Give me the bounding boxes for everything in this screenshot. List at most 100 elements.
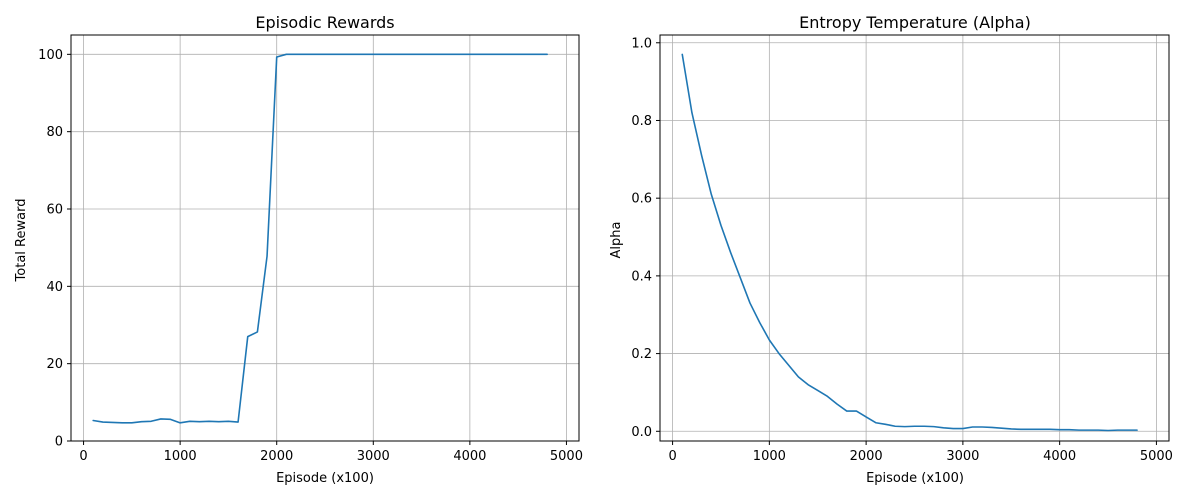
alpha-data-point — [798, 376, 800, 378]
alpha-data-point — [1136, 429, 1138, 431]
rewards-data-point — [363, 54, 365, 56]
alpha-data-point — [691, 112, 693, 114]
alpha-data-point — [769, 339, 771, 341]
rewards-data-point — [160, 418, 162, 420]
rewards-data-point — [382, 54, 384, 56]
alpha-data-point — [981, 426, 983, 428]
rewards-y-tick-label: 20 — [46, 357, 63, 372]
rewards-data-point — [401, 54, 403, 56]
rewards-data-point — [102, 421, 104, 423]
rewards-data-point — [295, 54, 297, 56]
alpha-data-point — [904, 426, 906, 428]
alpha-data-point — [875, 422, 877, 424]
alpha-x-ticks: 0 1000 2000 3000 4000 5000 — [668, 441, 1173, 464]
alpha-data-point — [740, 277, 742, 279]
alpha-data-point — [701, 155, 703, 157]
rewards-data-point — [392, 54, 394, 56]
alpha-data-point — [836, 403, 838, 405]
rewards-data-point — [315, 54, 317, 56]
alpha-data-point — [778, 353, 780, 355]
rewards-data-point — [170, 419, 172, 421]
alpha-data-point — [1059, 429, 1061, 431]
alpha-data-point — [962, 428, 964, 430]
alpha-y-axis-label: Alpha — [609, 222, 624, 259]
alpha-data-point — [885, 423, 887, 425]
rewards-chart-title: Episodic Rewards — [255, 13, 394, 32]
rewards-data-point — [179, 422, 181, 424]
alpha-data-point — [788, 364, 790, 366]
rewards-data-point — [527, 54, 529, 56]
alpha-data-point — [817, 390, 819, 392]
alpha-data-point — [933, 426, 935, 428]
rewards-gridlines — [71, 35, 579, 442]
rewards-y-axis-label: Total Reward — [14, 199, 29, 283]
alpha-data-point — [710, 193, 712, 195]
alpha-data-point — [1127, 429, 1129, 431]
rewards-data-point — [372, 54, 374, 56]
alpha-chart: 0 1000 2000 3000 4000 5000 0.0 0.2 0.4 0.6 0.8 1.0… — [609, 13, 1173, 486]
alpha-data-point — [914, 425, 916, 427]
rewards-data-point — [141, 421, 143, 423]
alpha-y-ticks: 0.0 0.2 0.4 0.6 0.8 1.0 — [631, 36, 660, 440]
rewards-data-point — [199, 421, 201, 423]
alpha-chart-title: Entropy Temperature (Alpha) — [799, 13, 1031, 32]
alpha-data-point — [894, 425, 896, 427]
alpha-data-point — [1049, 429, 1051, 431]
alpha-data-point — [681, 54, 683, 56]
rewards-data-point — [121, 422, 123, 424]
alpha-data-point — [923, 425, 925, 427]
rewards-y-tick-label: 40 — [46, 280, 63, 295]
rewards-data-point — [488, 54, 490, 56]
alpha-data-point — [856, 410, 858, 412]
episodic-rewards-chart: 0 1000 2000 3000 4000 5000 0 20 40 60 80 100 Episo… — [14, 13, 583, 486]
rewards-data-point — [112, 422, 114, 424]
rewards-x-tick-label: 5000 — [550, 449, 583, 464]
alpha-data-point — [1020, 429, 1022, 431]
rewards-x-axis-label: Episode (x100) — [276, 471, 374, 486]
rewards-data-point — [131, 422, 133, 424]
rewards-data-point — [92, 420, 94, 422]
rewards-data-point — [421, 54, 423, 56]
alpha-data-point — [1078, 429, 1080, 431]
alpha-data-point — [1001, 427, 1003, 429]
rewards-plot-frame — [70, 34, 580, 442]
alpha-data-point — [1040, 429, 1042, 431]
rewards-y-tick-label: 100 — [38, 48, 63, 63]
alpha-data-point — [759, 322, 761, 324]
rewards-data-point — [305, 54, 307, 56]
rewards-data-point — [546, 54, 548, 56]
rewards-data-point — [344, 54, 346, 56]
alpha-data-point — [730, 252, 732, 254]
alpha-y-tick-label: 1.0 — [631, 36, 652, 51]
alpha-data-point — [1010, 428, 1012, 430]
rewards-data-point — [189, 420, 191, 422]
alpha-x-tick-label: 3000 — [946, 449, 979, 464]
alpha-y-tick-label: 0.8 — [631, 114, 652, 129]
alpha-x-tick-label: 2000 — [850, 449, 883, 464]
rewards-data-point — [334, 54, 336, 56]
alpha-data-point — [972, 426, 974, 428]
rewards-data-point — [228, 420, 230, 422]
alpha-data-point — [1030, 429, 1032, 431]
rewards-data-point — [411, 54, 413, 56]
rewards-data-point — [469, 54, 471, 56]
alpha-data-point — [827, 396, 829, 398]
alpha-y-tick-label: 0.2 — [631, 347, 652, 362]
rewards-y-ticks: 0 20 40 60 80 100 — [38, 48, 71, 450]
alpha-x-tick-label: 0 — [668, 449, 676, 464]
alpha-gridlines — [660, 35, 1169, 441]
rewards-data-point — [247, 336, 249, 338]
rewards-data-point — [324, 54, 326, 56]
alpha-data-point — [1098, 429, 1100, 431]
rewards-data-point — [208, 420, 210, 422]
rewards-y-tick-label: 60 — [46, 203, 63, 218]
alpha-data-point — [846, 410, 848, 412]
rewards-data-point — [150, 420, 152, 422]
rewards-data-point — [459, 54, 461, 56]
rewards-series-line — [92, 53, 548, 424]
alpha-series-line — [681, 53, 1138, 432]
rewards-data-point — [286, 54, 288, 56]
alpha-data-point — [1117, 429, 1119, 431]
rewards-data-point — [218, 421, 220, 423]
alpha-x-axis-label: Episode (x100) — [866, 471, 964, 486]
